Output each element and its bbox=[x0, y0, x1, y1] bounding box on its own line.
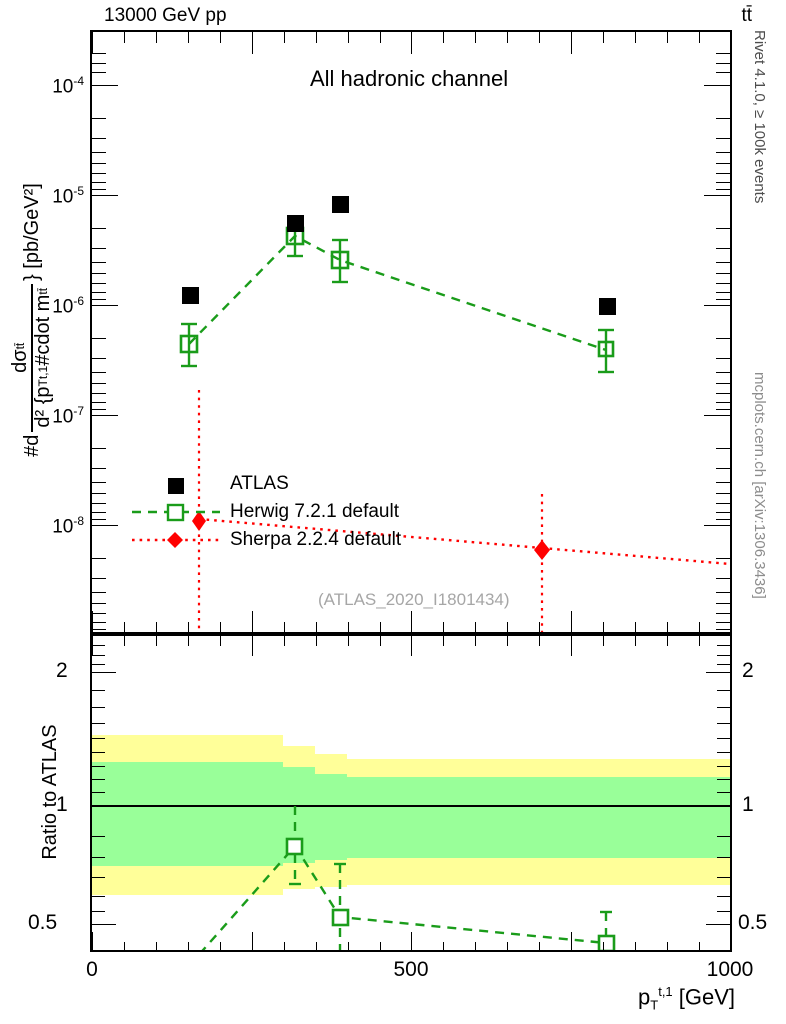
legend-label-sherpa: Sherpa 2.2.4 default bbox=[230, 529, 402, 550]
x-tick-label-500: 500 bbox=[393, 958, 429, 981]
rivet-version-caption: Rivet 4.1.0, ≥ 100k events bbox=[751, 30, 768, 204]
ratio-y-tick-label-05-left: 0.5 bbox=[28, 911, 58, 934]
main-plot-svg bbox=[179, 196, 730, 632]
legend-key-sherpa bbox=[130, 526, 222, 554]
legend-key-herwig bbox=[130, 498, 222, 526]
channel-title: All hadronic channel bbox=[310, 66, 509, 91]
x-tick-label-0: 0 bbox=[86, 958, 98, 981]
x-axis-title: pTt,1 [GeV] bbox=[638, 984, 736, 1013]
main-plot-area bbox=[92, 32, 730, 632]
y-tick-label-4: 10-7 bbox=[52, 404, 84, 428]
herwig-line bbox=[188, 234, 607, 352]
ratio-y-tick-label-2-right: 2 bbox=[742, 659, 754, 682]
sherpa-markers bbox=[192, 511, 550, 560]
ratio-plot-area bbox=[92, 636, 730, 950]
mcplots-caption: mcplots.cern.ch [arXiv:1306.3436] bbox=[751, 372, 768, 599]
beam-energy-label: 13000 GeV pp bbox=[104, 5, 227, 26]
main-plot-frame bbox=[90, 30, 732, 634]
sherpa-line-extension bbox=[541, 546, 730, 566]
ratio-plot-svg bbox=[92, 735, 730, 950]
ratio-y-tick-label-1-right: 1 bbox=[742, 793, 754, 816]
analysis-watermark: (ATLAS_2020_I1801434) bbox=[318, 590, 510, 609]
x-tick-label-1000: 1000 bbox=[706, 958, 754, 981]
herwig-errorbars bbox=[181, 216, 614, 374]
uncertainty-band-inner bbox=[92, 762, 730, 866]
ratio-y-tick-label-1-left: 1 bbox=[56, 793, 68, 816]
legend-key-atlas bbox=[130, 470, 222, 498]
y-tick-label-5: 10-8 bbox=[52, 514, 84, 538]
ratio-y-tick-label-2-left: 2 bbox=[56, 659, 68, 682]
ratio-y-tick-label-05-right: 0.5 bbox=[738, 911, 768, 934]
y-tick-label-3: 10-6 bbox=[52, 294, 84, 318]
atlas-markers bbox=[182, 196, 616, 315]
ratio-axis-title-text: Ratio to ATLAS bbox=[38, 724, 61, 860]
herwig-markers bbox=[179, 226, 615, 358]
herwig-ratio-line bbox=[201, 844, 607, 950]
y-axis-title-numerator: dσ tt̄ bbox=[9, 342, 31, 373]
herwig-ratio-errorcaps bbox=[289, 862, 612, 914]
y-tick-label-1: 10-4 bbox=[52, 74, 84, 98]
sherpa-errorbars bbox=[197, 390, 544, 632]
herwig-ratio-markers bbox=[285, 837, 616, 950]
ratio-axis-title: Ratio to ATLAS bbox=[38, 692, 62, 892]
process-label: tt̄ bbox=[741, 5, 752, 26]
legend-label-atlas: ATLAS bbox=[230, 473, 289, 494]
y-tick-label-2: 10-5 bbox=[52, 184, 84, 208]
y-axis-title-prefix: #d bbox=[20, 434, 43, 457]
legend-label-herwig: Herwig 7.2.1 default bbox=[230, 501, 399, 522]
